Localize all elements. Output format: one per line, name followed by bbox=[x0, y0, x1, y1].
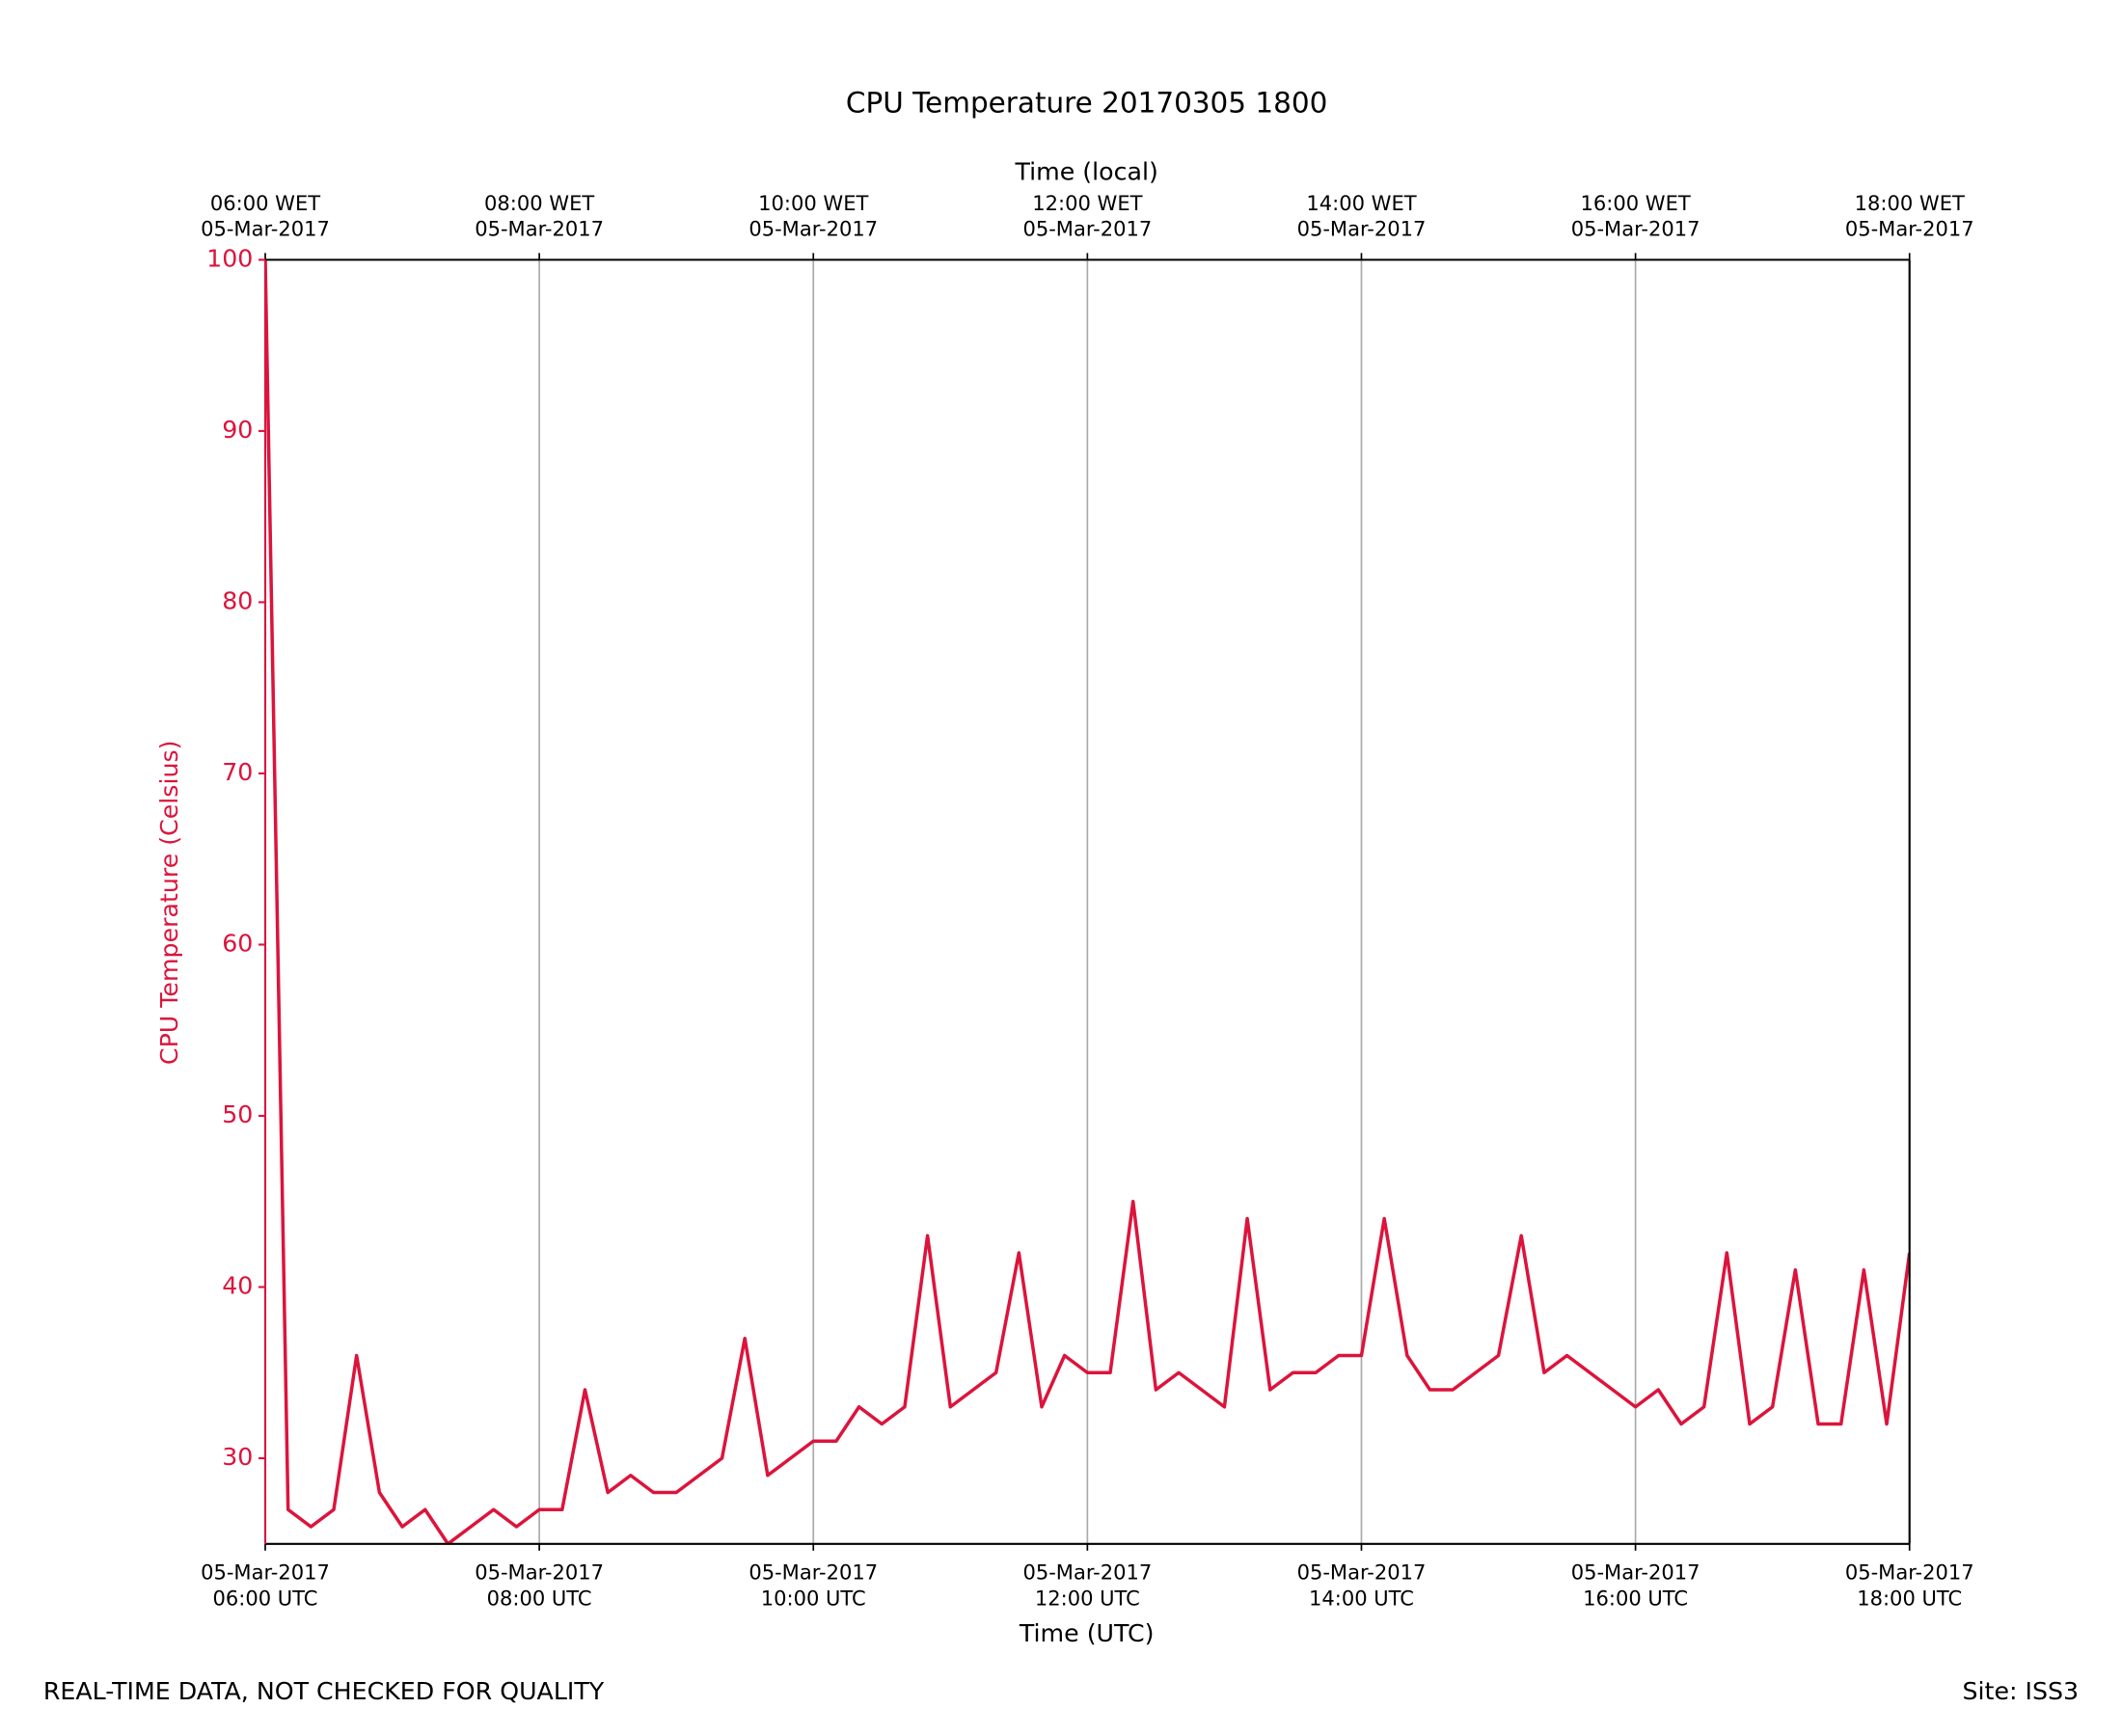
x2-tick-label: 08:00 WET bbox=[484, 191, 594, 215]
x-tick-label: 05-Mar-2017 bbox=[1571, 1560, 1700, 1585]
y-tick-label: 30 bbox=[222, 1443, 253, 1471]
chart-title: CPU Temperature 20170305 1800 bbox=[846, 87, 1327, 120]
x-tick-label: 10:00 UTC bbox=[761, 1586, 866, 1610]
x-axis-label: Time (UTC) bbox=[1019, 1619, 1155, 1647]
y-tick-label: 70 bbox=[222, 758, 253, 786]
x2-tick-label: 06:00 WET bbox=[210, 191, 320, 215]
x2-tick-label: 16:00 WET bbox=[1580, 191, 1690, 215]
x2-tick-label: 18:00 WET bbox=[1855, 191, 1965, 215]
y-axis-label: CPU Temperature (Celsius) bbox=[155, 741, 183, 1066]
x2-axis-label: Time (local) bbox=[1014, 158, 1157, 186]
footer-site: Site: ISS3 bbox=[1963, 1677, 2080, 1705]
x-tick-label: 12:00 UTC bbox=[1035, 1586, 1140, 1610]
x2-tick-label: 05-Mar-2017 bbox=[475, 217, 604, 241]
x-tick-label: 05-Mar-2017 bbox=[1297, 1560, 1427, 1585]
x-tick-label: 16:00 UTC bbox=[1583, 1586, 1688, 1610]
y-tick-label: 60 bbox=[222, 929, 253, 957]
y-tick-label: 100 bbox=[206, 244, 253, 272]
x2-tick-label: 05-Mar-2017 bbox=[1022, 217, 1152, 241]
x2-tick-label: 05-Mar-2017 bbox=[1845, 217, 1974, 241]
y-tick-label: 50 bbox=[222, 1100, 253, 1128]
y-tick-label: 80 bbox=[222, 586, 253, 614]
x2-tick-label: 05-Mar-2017 bbox=[748, 217, 878, 241]
x2-tick-label: 14:00 WET bbox=[1306, 191, 1416, 215]
x-tick-label: 06:00 UTC bbox=[212, 1586, 317, 1610]
x2-tick-label: 10:00 WET bbox=[758, 191, 868, 215]
x-tick-label: 05-Mar-2017 bbox=[201, 1560, 330, 1585]
x-tick-label: 14:00 UTC bbox=[1309, 1586, 1414, 1610]
x2-tick-label: 05-Mar-2017 bbox=[201, 217, 330, 241]
footer-note: REAL-TIME DATA, NOT CHECKED FOR QUALITY bbox=[43, 1677, 605, 1705]
x-tick-label: 05-Mar-2017 bbox=[1022, 1560, 1152, 1585]
x-tick-label: 05-Mar-2017 bbox=[748, 1560, 878, 1585]
x-tick-label: 18:00 UTC bbox=[1857, 1586, 1962, 1610]
y-tick-label: 40 bbox=[222, 1271, 253, 1299]
x-tick-label: 05-Mar-2017 bbox=[1845, 1560, 1974, 1585]
x2-tick-label: 05-Mar-2017 bbox=[1571, 217, 1700, 241]
x2-tick-label: 05-Mar-2017 bbox=[1297, 217, 1427, 241]
x-tick-label: 08:00 UTC bbox=[487, 1586, 592, 1610]
x-tick-label: 05-Mar-2017 bbox=[475, 1560, 604, 1585]
x2-tick-label: 12:00 WET bbox=[1032, 191, 1142, 215]
data-line bbox=[265, 259, 1910, 1544]
y-tick-label: 90 bbox=[222, 416, 253, 444]
